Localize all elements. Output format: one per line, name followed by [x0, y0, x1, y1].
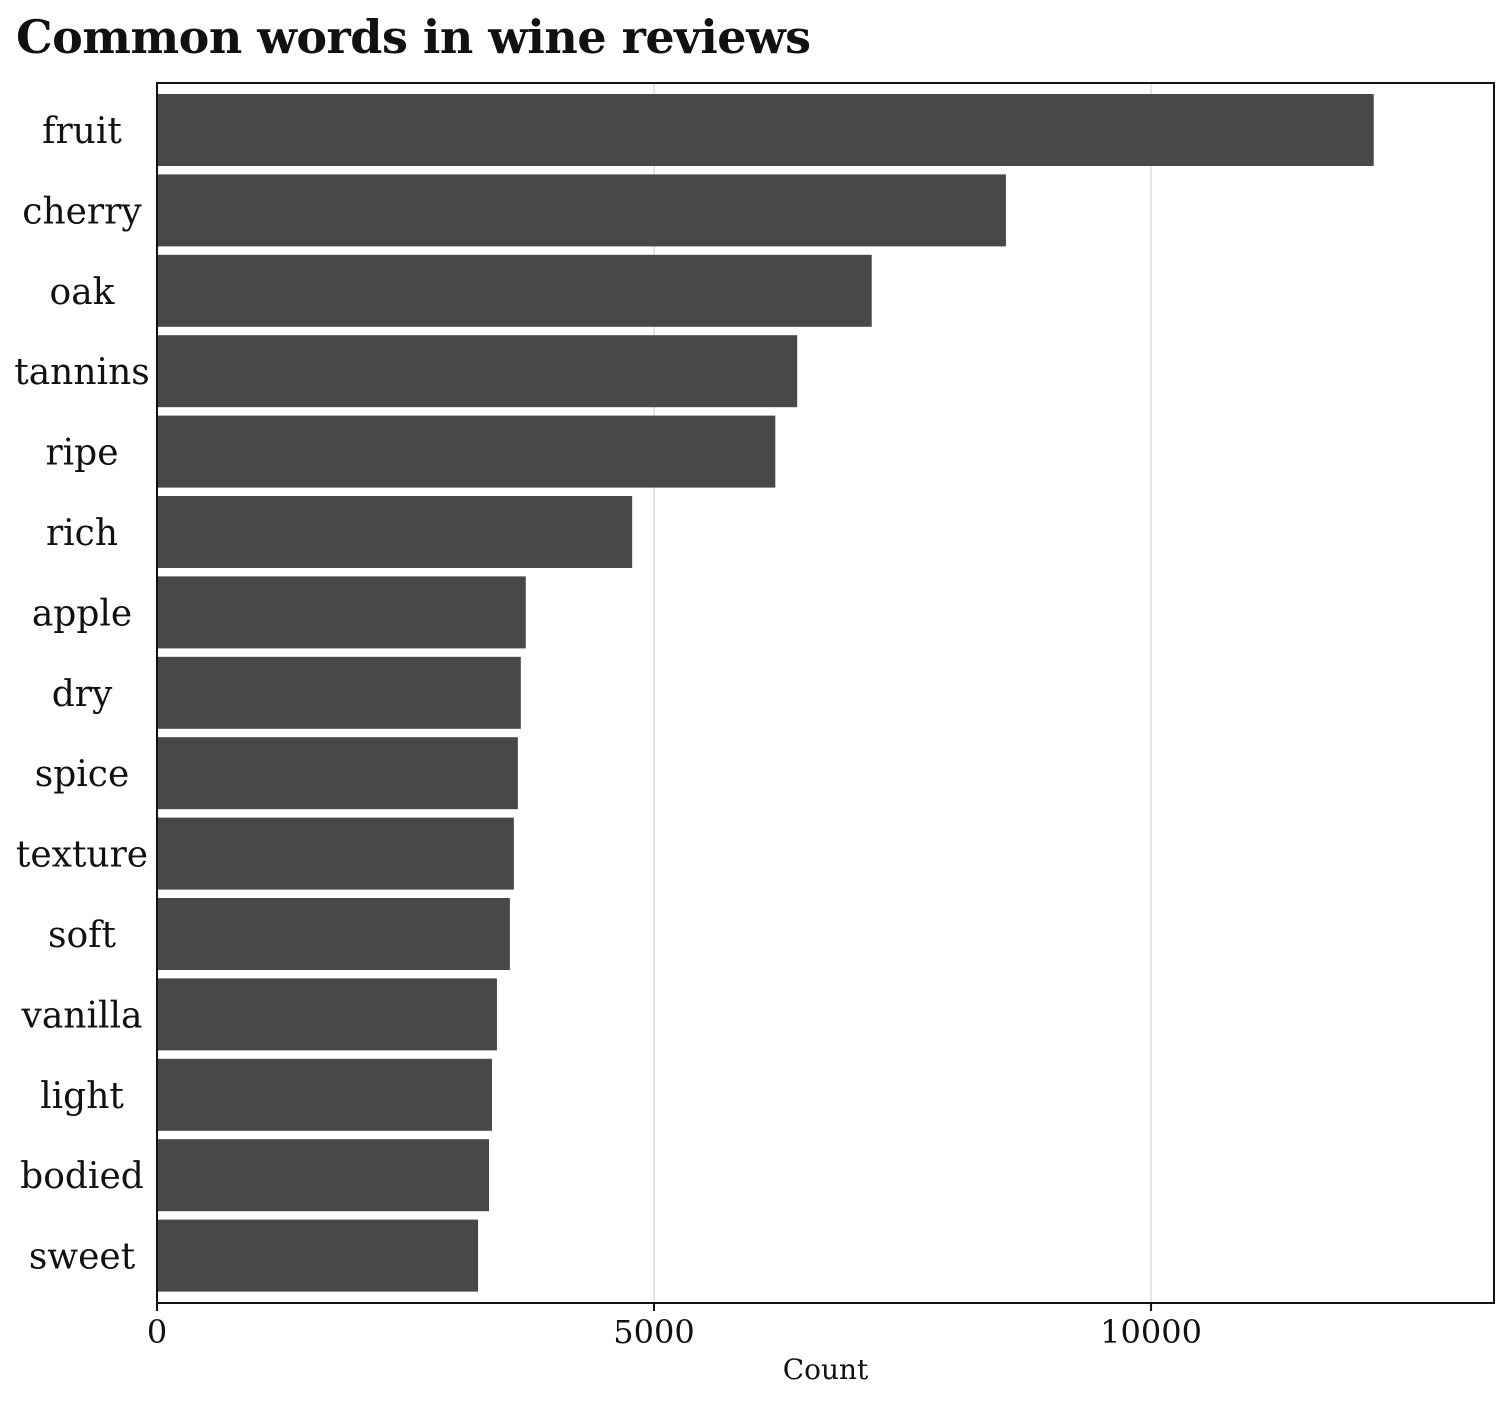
x-tick-label: 10000 [1100, 1313, 1202, 1351]
category-labels: fruit cherry oak tannins ripe rich apple dry spi… [14, 111, 149, 1278]
chart-title: Common words in wine reviews [16, 10, 811, 64]
category-label-soft: soft [48, 915, 116, 956]
category-label-tannins: tannins [14, 352, 149, 393]
bar-rich [158, 496, 633, 568]
x-axis-title: Count [783, 1353, 869, 1386]
category-label-sweet: sweet [29, 1237, 136, 1278]
bar-cherry [158, 174, 1006, 247]
category-label-rich: rich [46, 513, 118, 554]
category-label-ripe: ripe [45, 433, 118, 474]
category-label-fruit: fruit [42, 111, 122, 152]
category-label-spice: spice [35, 754, 130, 795]
category-label-texture: texture [16, 835, 148, 876]
x-tick-label: 0 [147, 1313, 167, 1351]
x-axis-ticks: 0 5000 10000 [147, 1303, 1202, 1351]
category-label-bodied: bodied [20, 1156, 144, 1197]
bar-ripe [158, 415, 776, 488]
bar-oak [158, 254, 872, 327]
bar-spice [158, 737, 518, 810]
bar-apple [158, 576, 526, 649]
plot-frame [156, 82, 1495, 1304]
bar-texture [158, 817, 514, 890]
category-label-light: light [40, 1076, 124, 1117]
bar-dry [158, 656, 521, 729]
x-tick-label: 5000 [613, 1313, 694, 1351]
bar-tannins [158, 335, 798, 408]
category-label-oak: oak [50, 272, 116, 313]
bar-fruit [158, 94, 1374, 166]
category-label-apple: apple [32, 593, 132, 634]
bars [158, 94, 1374, 1292]
bar-sweet [158, 1219, 479, 1292]
bar-soft [158, 898, 510, 970]
category-label-cherry: cherry [22, 191, 142, 232]
category-label-dry: dry [52, 674, 113, 715]
bar-bodied [158, 1139, 490, 1212]
bar-vanilla [158, 978, 497, 1051]
category-label-vanilla: vanilla [21, 995, 143, 1036]
bar-light [158, 1058, 492, 1131]
